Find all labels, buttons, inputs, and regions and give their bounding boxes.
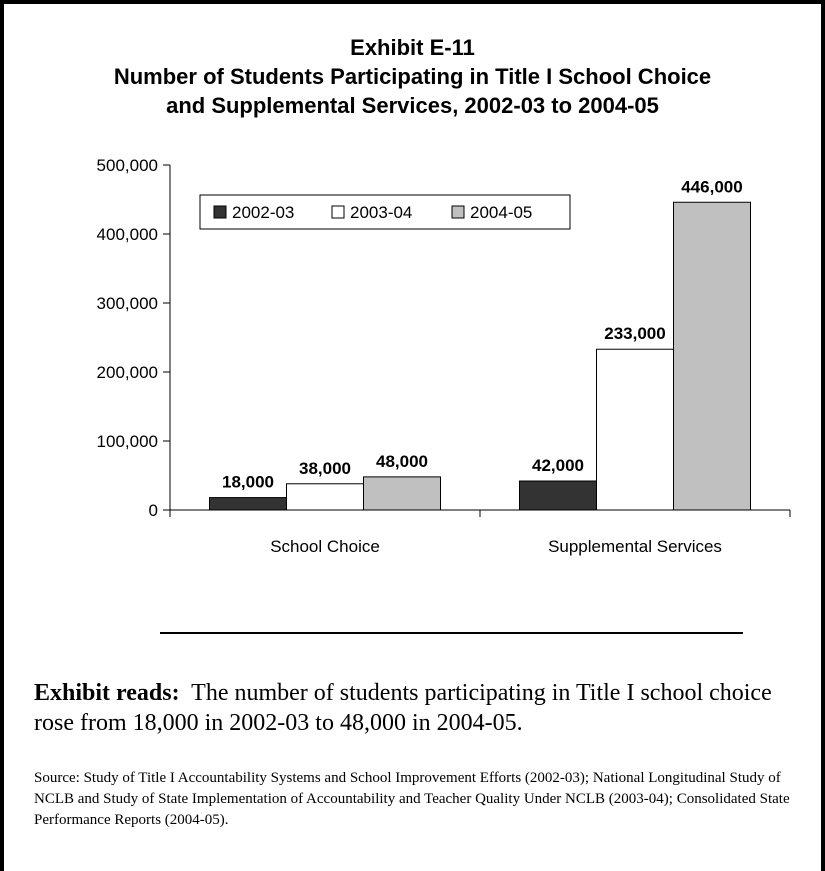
bar [363, 476, 441, 511]
legend-swatch [451, 205, 465, 219]
legend-label: 2004-05 [470, 203, 532, 222]
bar [673, 201, 751, 511]
source-note: Source: Study of Title I Accountability … [34, 770, 790, 828]
bar-data-label: 48,000 [376, 452, 428, 471]
divider-rule [160, 632, 743, 634]
bar [596, 348, 674, 511]
chart-data-labels: 18,000 38,000 48,000 42,000 233,000 446,000 [222, 177, 743, 491]
exhibit-reads-lead: Exhibit reads: [34, 680, 180, 706]
chart-bars [209, 201, 751, 511]
legend-label: 2003-04 [350, 203, 412, 222]
legend-swatch [213, 205, 227, 219]
legend-box [199, 194, 571, 230]
y-tick-label: 0 [149, 501, 158, 520]
legend-label: 2002-03 [232, 203, 294, 222]
x-category-label: Supplemental Services [548, 537, 722, 556]
chart-title: Exhibit E-11 Number of Students Particip… [0, 33, 825, 120]
y-tick-label: 500,000 [97, 156, 158, 175]
bar-data-label: 18,000 [222, 473, 274, 492]
title-line-1: Exhibit E-11 [350, 35, 475, 60]
bar-data-label: 38,000 [299, 459, 351, 478]
bar-chart: 0 100,000 200,000 300,000 400,000 500,000 Scho… [97, 156, 791, 556]
bar [286, 483, 364, 511]
title-line-3: and Supplemental Services, 2002-03 to 20… [166, 93, 659, 118]
y-tick-label: 200,000 [97, 363, 158, 382]
title-line-2: Number of Students Participating in Titl… [113, 64, 712, 89]
y-tick-label: 100,000 [97, 432, 158, 451]
bar-data-label: 42,000 [532, 456, 584, 475]
y-tick-label: 400,000 [97, 225, 158, 244]
chart-legend: 2002-03 2003-04 2004-05 [199, 194, 571, 230]
exhibit-reads: Exhibit reads: The number of students pa… [34, 678, 804, 738]
bar-data-label: 446,000 [681, 177, 742, 196]
exhibit-reads-text: The number of students participating in … [34, 680, 772, 736]
y-tick-label: 300,000 [97, 294, 158, 313]
x-category-label: School Choice [270, 537, 380, 556]
bar-data-label: 233,000 [604, 324, 665, 343]
bar [519, 480, 597, 511]
legend-swatch [331, 205, 345, 219]
bar [209, 497, 287, 511]
